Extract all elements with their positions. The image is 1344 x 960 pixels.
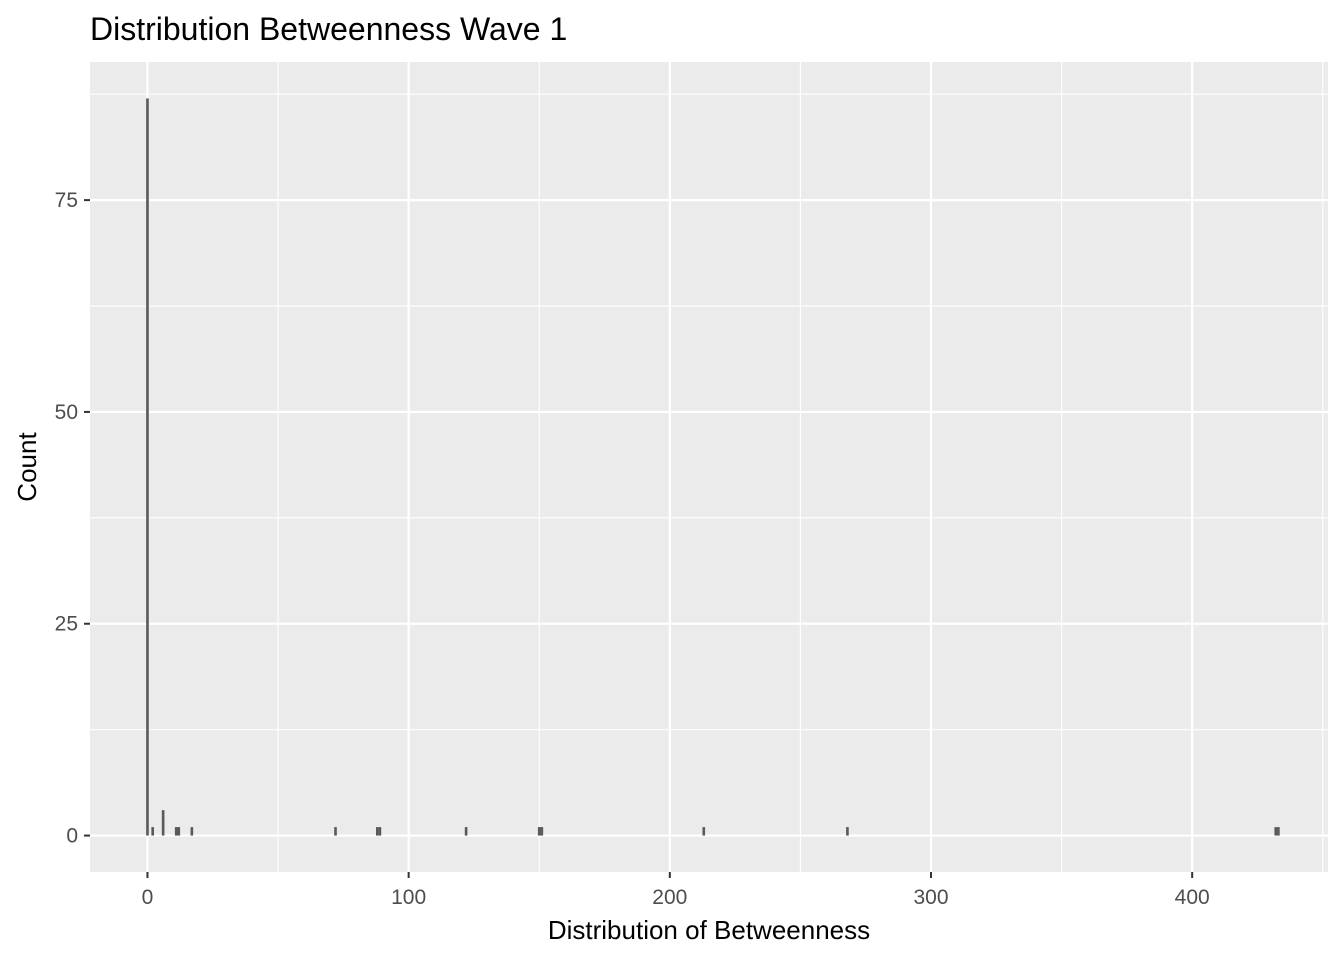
x-axis: 0 100 200 300 400: [142, 872, 1210, 909]
histogram-bar: [540, 827, 544, 836]
histogram-bar: [537, 827, 541, 836]
histogram-bar: [334, 827, 337, 836]
x-tick-label: 400: [1175, 886, 1210, 909]
histogram-bar: [378, 827, 382, 836]
histogram-bars: [146, 98, 1280, 836]
histogram-bar: [161, 810, 165, 836]
histogram-bar: [702, 827, 706, 836]
histogram-bar: [464, 827, 468, 836]
x-tick-label: 0: [142, 886, 154, 909]
y-tick-label: 75: [55, 189, 78, 212]
histogram-bar: [146, 98, 149, 836]
histogram-bar: [174, 827, 178, 836]
histogram-bar: [177, 827, 181, 836]
chart-title: Distribution Betweenness Wave 1: [90, 11, 568, 47]
histogram-bar: [1274, 827, 1278, 836]
y-tick-label: 0: [66, 825, 78, 848]
y-axis: 0 25 50 75: [55, 189, 90, 848]
y-tick-label: 50: [55, 401, 78, 424]
plot-panel: [90, 62, 1328, 872]
y-axis-title: Count: [12, 432, 42, 502]
histogram-bar: [375, 827, 379, 836]
x-tick-label: 200: [652, 886, 687, 909]
x-tick-label: 100: [391, 886, 426, 909]
x-tick-label: 300: [913, 886, 948, 909]
histogram-bar: [846, 827, 849, 836]
histogram-bar: [190, 827, 194, 836]
minor-gridlines: [90, 62, 1328, 872]
histogram-bar: [1277, 827, 1280, 836]
x-axis-title: Distribution of Betweenness: [548, 915, 870, 945]
y-tick-label: 25: [55, 613, 78, 636]
histogram-bar: [151, 827, 154, 836]
